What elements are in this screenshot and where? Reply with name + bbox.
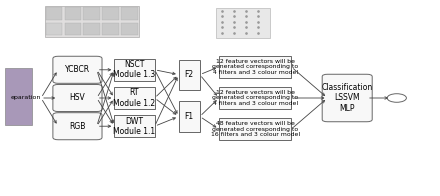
Text: RGB: RGB — [69, 122, 86, 131]
FancyBboxPatch shape — [179, 60, 200, 90]
Text: 12 feature vectors will be
generated corresponding to
4 filters and 3 colour mod: 12 feature vectors will be generated cor… — [212, 59, 298, 75]
FancyBboxPatch shape — [5, 68, 32, 125]
FancyBboxPatch shape — [114, 59, 154, 81]
FancyBboxPatch shape — [46, 23, 62, 35]
Text: HSV: HSV — [70, 93, 85, 103]
FancyBboxPatch shape — [322, 74, 372, 122]
FancyBboxPatch shape — [46, 7, 62, 20]
FancyBboxPatch shape — [179, 101, 200, 132]
FancyBboxPatch shape — [53, 56, 102, 83]
Text: F2: F2 — [185, 70, 194, 79]
FancyBboxPatch shape — [102, 23, 119, 35]
FancyBboxPatch shape — [65, 7, 81, 20]
FancyBboxPatch shape — [65, 23, 81, 35]
Text: NSCT
Module 1.3: NSCT Module 1.3 — [114, 60, 156, 80]
Circle shape — [387, 94, 407, 102]
Text: eparation: eparation — [11, 95, 41, 101]
FancyBboxPatch shape — [84, 23, 100, 35]
Text: YCBCR: YCBCR — [65, 65, 90, 74]
Text: F1: F1 — [185, 112, 194, 121]
FancyBboxPatch shape — [219, 56, 291, 78]
FancyBboxPatch shape — [121, 23, 138, 35]
FancyBboxPatch shape — [216, 7, 271, 38]
FancyBboxPatch shape — [114, 115, 154, 137]
Text: RT
Module 1.2: RT Module 1.2 — [114, 88, 155, 108]
FancyBboxPatch shape — [219, 87, 291, 109]
FancyBboxPatch shape — [102, 7, 119, 20]
FancyBboxPatch shape — [44, 5, 139, 37]
FancyBboxPatch shape — [219, 118, 291, 140]
FancyBboxPatch shape — [121, 7, 138, 20]
Text: 12 feature vectors will be
generated corresponding to
4 filters and 3 colour mod: 12 feature vectors will be generated cor… — [212, 90, 298, 106]
FancyBboxPatch shape — [84, 7, 100, 20]
FancyBboxPatch shape — [114, 87, 154, 109]
FancyBboxPatch shape — [53, 84, 102, 112]
FancyBboxPatch shape — [53, 113, 102, 140]
Text: 48 feature vectors will be
generated corresponding to
16 filters and 3 colour mo: 48 feature vectors will be generated cor… — [210, 121, 300, 137]
Text: Classification
LSSVM
MLP: Classification LSSVM MLP — [322, 83, 373, 113]
Text: DWT
Module 1.1: DWT Module 1.1 — [114, 116, 155, 136]
